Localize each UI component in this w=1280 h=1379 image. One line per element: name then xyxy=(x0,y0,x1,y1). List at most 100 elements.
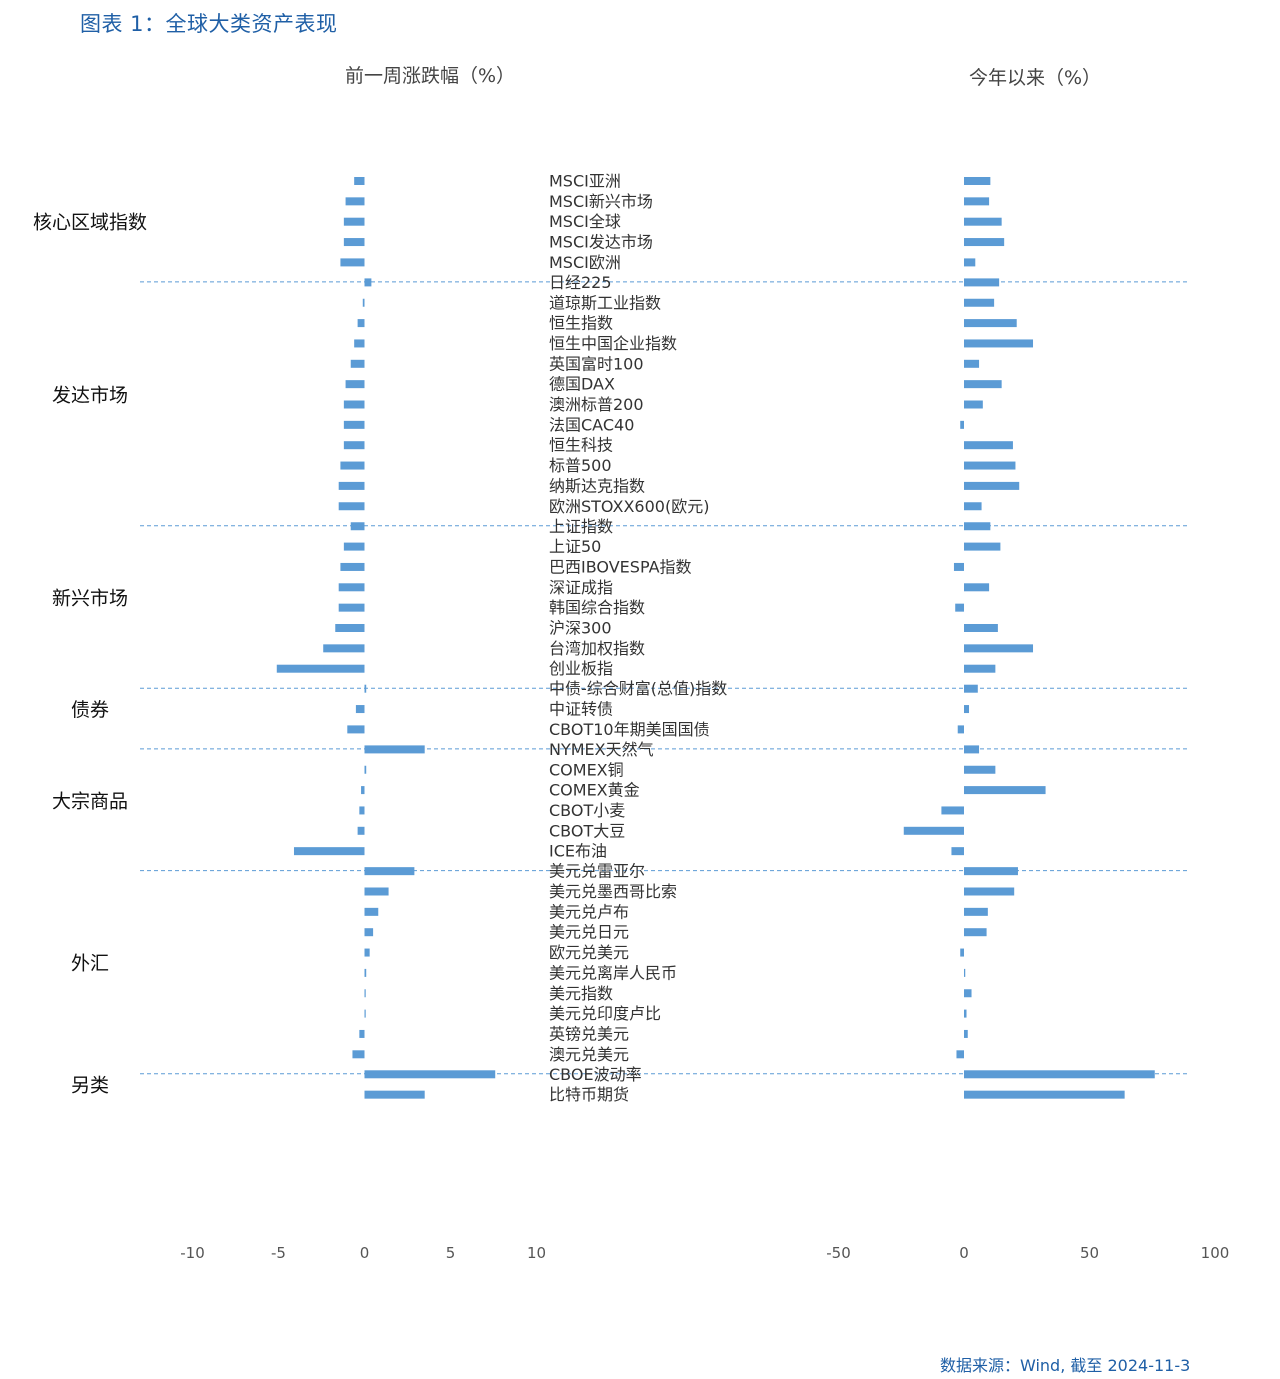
group-label-发达市场: 发达市场 xyxy=(52,384,128,406)
row-label-欧洲STOXX600(欧元): 欧洲STOXX600(欧元) xyxy=(549,497,709,516)
row-label-欧元兑美元: 欧元兑美元 xyxy=(549,943,629,962)
bar-week-MSCI全球 xyxy=(343,217,365,226)
bar-ytd-巴西IBOVESPA指数 xyxy=(953,562,964,571)
row-label-沪深300: 沪深300 xyxy=(549,619,612,638)
bar-ytd-沪深300 xyxy=(964,624,998,632)
bar-ytd-道琼斯工业指数 xyxy=(964,298,995,307)
bar-week-美元兑日元 xyxy=(364,928,374,937)
bar-ytd-比特币期货 xyxy=(964,1090,1125,1099)
row-label-美元兑卢布: 美元兑卢布 xyxy=(549,902,629,921)
bar-week-美元兑印度卢比 xyxy=(364,1009,366,1018)
bar-ytd-恒生指数 xyxy=(964,319,1017,328)
row-label-英国富时100: 英国富时100 xyxy=(549,354,644,373)
bar-week-美元兑卢布 xyxy=(364,907,379,916)
bar-ytd-MSCI欧洲 xyxy=(964,258,976,267)
tick-label-ytd-50: 50 xyxy=(1080,1244,1099,1262)
row-label-恒生指数: 恒生指数 xyxy=(549,314,613,333)
bar-ytd-欧元兑美元 xyxy=(960,948,964,957)
bar-week-日经225 xyxy=(364,278,372,287)
row-label-ICE布油: ICE布油 xyxy=(549,842,607,861)
bar-ytd-MSCI新兴市场 xyxy=(964,197,990,206)
bar-week-中证转债 xyxy=(355,705,365,714)
bar-week-COMEX铜 xyxy=(364,765,367,774)
bar-week-CBOT大豆 xyxy=(357,826,365,835)
group-label-大宗商品: 大宗商品 xyxy=(52,790,128,812)
row-label-日经225: 日经225 xyxy=(549,273,612,292)
bar-ytd-美元兑印度卢比 xyxy=(964,1009,967,1018)
row-label-CBOT大豆: CBOT大豆 xyxy=(549,821,625,840)
bar-week-纳斯达克指数 xyxy=(338,481,365,490)
bar-week-美元兑墨西哥比索 xyxy=(364,887,389,896)
bar-ytd-德国DAX xyxy=(964,380,1002,389)
bar-ytd-MSCI全球 xyxy=(964,217,1002,226)
row-label-道琼斯工业指数: 道琼斯工业指数 xyxy=(549,293,661,312)
row-label-MSCI全球: MSCI全球 xyxy=(549,212,621,231)
bar-ytd-创业板指 xyxy=(964,664,996,673)
row-label-美元兑墨西哥比索: 美元兑墨西哥比索 xyxy=(549,882,677,901)
row-label-CBOT小麦: CBOT小麦 xyxy=(549,801,625,820)
bar-week-法国CAC40 xyxy=(343,420,365,429)
row-label-美元兑雷亚尔: 美元兑雷亚尔 xyxy=(549,862,645,881)
bar-week-MSCI发达市场 xyxy=(343,238,365,247)
bar-ytd-欧洲STOXX600(欧元) xyxy=(964,502,982,511)
panel-title-week: 前一周涨跌幅（%） xyxy=(345,65,515,87)
row-label-CBOE波动率: CBOE波动率 xyxy=(549,1065,642,1084)
row-label-比特币期货: 比特币期货 xyxy=(549,1085,629,1104)
bar-week-恒生科技 xyxy=(343,441,365,450)
bar-week-澳洲标普200 xyxy=(343,400,365,409)
bar-ytd-ICE布油 xyxy=(951,847,964,856)
figure-title: 图表 1：全球大类资产表现 xyxy=(80,12,338,36)
group-label-新兴市场: 新兴市场 xyxy=(52,587,128,609)
row-label-中债-综合财富(总值)指数: 中债-综合财富(总值)指数 xyxy=(549,679,727,698)
tick-label-ytd-100: 100 xyxy=(1201,1244,1230,1262)
row-label-巴西IBOVESPA指数: 巴西IBOVESPA指数 xyxy=(549,557,692,576)
row-label-标普500: 标普500 xyxy=(549,456,612,475)
bar-ytd-美元兑雷亚尔 xyxy=(964,867,1018,876)
bar-week-美元兑雷亚尔 xyxy=(364,867,415,876)
tick-label-ytd-0: 0 xyxy=(959,1244,969,1262)
row-label-纳斯达克指数: 纳斯达克指数 xyxy=(549,476,645,495)
tick-label-week--10: -10 xyxy=(180,1244,205,1262)
row-label-MSCI新兴市场: MSCI新兴市场 xyxy=(549,192,653,211)
bar-ytd-CBOE波动率 xyxy=(964,1070,1155,1079)
bar-week-恒生指数 xyxy=(357,319,365,328)
group-label-另类: 另类 xyxy=(71,1074,109,1096)
bar-ytd-MSCI发达市场 xyxy=(964,238,1005,247)
bar-ytd-深证成指 xyxy=(964,583,990,592)
bar-ytd-美元兑墨西哥比索 xyxy=(964,887,1015,896)
row-label-NYMEX天然气: NYMEX天然气 xyxy=(549,740,654,759)
bar-week-欧元兑美元 xyxy=(364,948,370,957)
row-label-创业板指: 创业板指 xyxy=(549,659,613,678)
row-label-COMEX铜: COMEX铜 xyxy=(549,760,624,779)
bar-week-德国DAX xyxy=(345,380,365,389)
data-source-note: 数据来源：Wind, 截至 2024-11-3 xyxy=(940,1356,1191,1375)
bar-week-比特币期货 xyxy=(364,1090,425,1099)
bar-week-沪深300 xyxy=(335,624,365,632)
bar-week-韩国综合指数 xyxy=(338,603,365,612)
tick-label-week-10: 10 xyxy=(527,1244,546,1262)
row-label-德国DAX: 德国DAX xyxy=(549,375,615,394)
row-label-MSCI发达市场: MSCI发达市场 xyxy=(549,233,653,252)
bar-week-深证成指 xyxy=(338,583,365,592)
tick-label-week-0: 0 xyxy=(360,1244,370,1262)
bar-ytd-标普500 xyxy=(964,461,1016,470)
bar-week-MSCI新兴市场 xyxy=(345,197,365,206)
bar-ytd-MSCI亚洲 xyxy=(964,177,991,185)
row-label-MSCI欧洲: MSCI欧洲 xyxy=(549,253,621,272)
bar-week-巴西IBOVESPA指数 xyxy=(340,562,365,571)
row-label-美元兑印度卢比: 美元兑印度卢比 xyxy=(549,1004,661,1023)
bar-ytd-美元兑日元 xyxy=(964,928,987,937)
row-label-上证指数: 上证指数 xyxy=(549,517,613,536)
bar-week-恒生中国企业指数 xyxy=(354,339,365,348)
group-label-债券: 债券 xyxy=(71,699,109,721)
tick-label-week--5: -5 xyxy=(271,1244,286,1262)
row-label-美元兑日元: 美元兑日元 xyxy=(549,923,629,942)
bar-ytd-英镑兑美元 xyxy=(964,1029,968,1038)
bar-week-英镑兑美元 xyxy=(359,1029,365,1038)
bar-week-上证50 xyxy=(343,542,365,551)
bar-week-欧洲STOXX600(欧元) xyxy=(338,502,365,511)
bar-ytd-恒生中国企业指数 xyxy=(964,339,1034,348)
bar-ytd-纳斯达克指数 xyxy=(964,481,1020,490)
bar-ytd-澳元兑美元 xyxy=(956,1050,964,1059)
